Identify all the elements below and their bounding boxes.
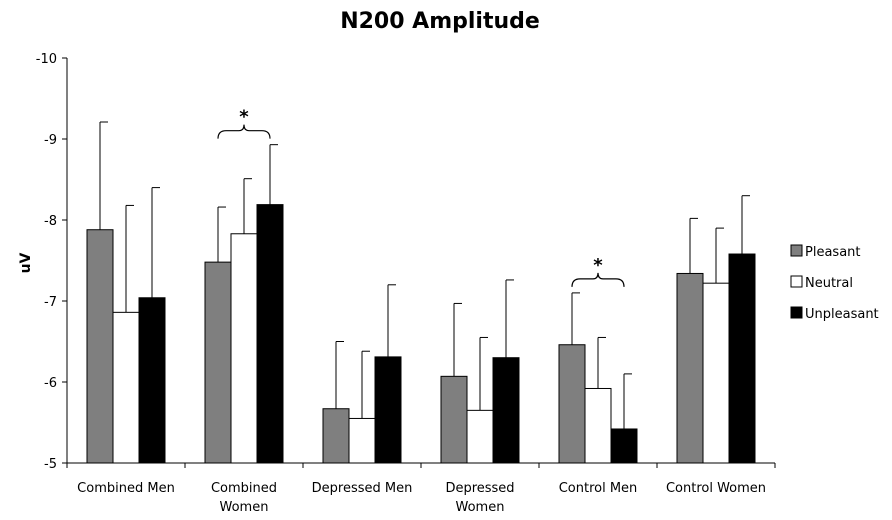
y-axis-label: uV [18, 252, 34, 273]
significance-star: * [239, 107, 249, 128]
bar-pleasant [558, 344, 586, 464]
x-category-label-line: Combined Men [77, 481, 175, 496]
bar-unpleasant [374, 356, 402, 464]
legend: Pleasant Neutral Unpleasant [790, 244, 879, 322]
x-category-label: Depressed Men [312, 481, 413, 496]
x-category-label: Control Women [666, 481, 766, 496]
x-category-label-line: Combined [211, 481, 277, 496]
x-category-label-line: Women [220, 500, 269, 515]
bar-neutral [230, 233, 258, 464]
legend-swatch-pleasant [790, 244, 803, 257]
y-tick-label: -7 [44, 295, 57, 310]
bar-neutral [466, 409, 494, 464]
bar-neutral [702, 282, 730, 464]
y-tick-label: -6 [44, 376, 57, 391]
x-category-label-line: Depressed [445, 481, 514, 496]
chart-title: N200 Amplitude [340, 9, 540, 34]
bar-unpleasant [492, 357, 520, 464]
x-category-label: Depressed Women [445, 481, 514, 515]
x-category-label: Control Men [559, 481, 638, 496]
x-category-label-line: Control Women [666, 481, 766, 496]
bar-unpleasant [138, 297, 166, 464]
x-category-label: Combined Women [211, 481, 277, 515]
bar-neutral [348, 417, 376, 464]
bar-pleasant [676, 272, 704, 464]
bar-pleasant [86, 229, 114, 464]
significance-star: * [593, 255, 603, 276]
bar-neutral [112, 311, 140, 464]
x-category-label-line: Depressed Men [312, 481, 413, 496]
significance-bracket [571, 272, 625, 287]
bar-neutral [584, 387, 612, 464]
significance-bracket [217, 124, 271, 139]
bar-pleasant [322, 408, 350, 464]
bar-pleasant [440, 375, 468, 464]
y-tick-label: -5 [44, 457, 57, 472]
x-category-label-line: Women [456, 500, 505, 515]
bar-pleasant [204, 261, 232, 464]
y-tick-label: -8 [44, 214, 57, 229]
bar-unpleasant [610, 428, 638, 464]
x-category-label: Combined Men [77, 481, 175, 496]
legend-swatch-neutral [790, 275, 803, 288]
bar-unpleasant [256, 204, 284, 464]
x-category-label-line: Control Men [559, 481, 638, 496]
legend-label-neutral: Neutral [805, 276, 853, 291]
y-tick-label: -10 [36, 52, 57, 67]
y-tick-label: -9 [44, 133, 57, 148]
bar-unpleasant [728, 253, 756, 464]
legend-swatch-unpleasant [790, 306, 803, 319]
legend-label-unpleasant: Unpleasant [805, 307, 879, 322]
legend-label-pleasant: Pleasant [805, 245, 861, 260]
